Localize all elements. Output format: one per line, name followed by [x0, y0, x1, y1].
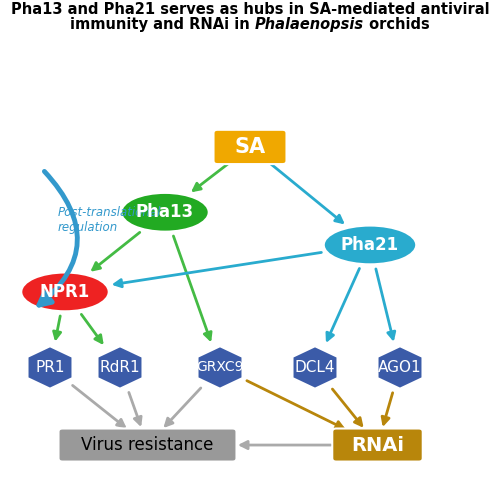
- Text: Phalaenopsis: Phalaenopsis: [255, 17, 364, 31]
- Text: Pha13: Pha13: [136, 203, 194, 221]
- Text: Post-translational
regulation: Post-translational regulation: [58, 207, 161, 235]
- Text: Pha13 and Pha21 serves as hubs in SA-mediated antiviral: Pha13 and Pha21 serves as hubs in SA-med…: [10, 2, 490, 17]
- Ellipse shape: [324, 225, 416, 264]
- Ellipse shape: [121, 193, 209, 232]
- FancyBboxPatch shape: [214, 130, 286, 164]
- Text: orchids: orchids: [364, 17, 430, 31]
- FancyArrowPatch shape: [39, 171, 78, 305]
- Text: DCL4: DCL4: [295, 360, 335, 375]
- Polygon shape: [98, 346, 142, 389]
- Polygon shape: [292, 346, 338, 389]
- Text: PR1: PR1: [35, 360, 65, 375]
- Text: immunity and RNAi in: immunity and RNAi in: [70, 17, 255, 31]
- Text: Virus resistance: Virus resistance: [82, 436, 214, 454]
- FancyBboxPatch shape: [58, 429, 236, 461]
- Text: AGO1: AGO1: [378, 360, 422, 375]
- Text: RdR1: RdR1: [100, 360, 140, 375]
- Text: Pha21: Pha21: [341, 236, 399, 254]
- Text: RNAi: RNAi: [351, 435, 404, 455]
- FancyBboxPatch shape: [332, 429, 422, 461]
- Text: NPR1: NPR1: [40, 283, 90, 301]
- Text: SA: SA: [234, 137, 266, 157]
- Polygon shape: [28, 346, 72, 389]
- Polygon shape: [378, 346, 422, 389]
- Ellipse shape: [21, 273, 109, 311]
- Text: GRXC9: GRXC9: [196, 361, 244, 374]
- Polygon shape: [198, 346, 242, 389]
